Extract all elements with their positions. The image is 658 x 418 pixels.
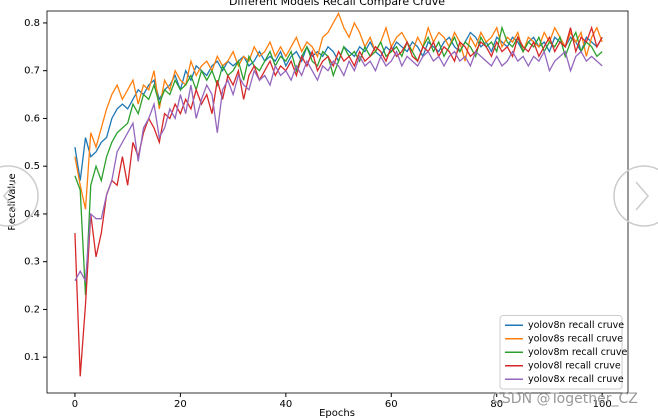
y-tick-label: 0.5	[24, 161, 40, 172]
x-tick-label: 80	[490, 399, 503, 410]
series-line	[74, 49, 603, 284]
y-tick-label: 0.2	[24, 304, 40, 315]
y-tick-label: 0.8	[24, 18, 40, 29]
legend-label: yolov8m recall cruve	[528, 347, 627, 358]
legend-label: yolov8x recall cruve	[528, 374, 624, 385]
x-axis-label: Epochs	[319, 408, 355, 418]
y-tick-label: 0.3	[24, 257, 40, 268]
y-tick-label: 0.4	[24, 209, 40, 220]
y-tick-label: 0.6	[24, 113, 40, 124]
x-tick-label: 20	[174, 399, 187, 410]
prev-button[interactable]	[0, 165, 39, 227]
series-line	[74, 11, 603, 210]
next-chevron	[635, 181, 649, 211]
watermark: CSDN @Together_CZ	[492, 391, 638, 407]
x-tick-label: 40	[279, 399, 292, 410]
chart-title: Different Models Recall Compare Cruve	[229, 0, 445, 8]
y-tick-label: 0.7	[24, 66, 40, 77]
prev-chevron	[3, 181, 17, 211]
legend-box	[499, 315, 623, 390]
series-line	[74, 25, 603, 296]
legend-label: yolov8n recall cruve	[528, 320, 624, 331]
series-line	[74, 25, 603, 377]
y-tick-label: 0.1	[24, 352, 40, 363]
plot-area: 0 20 40 60 80 100 0.1 0.2 0.3 0.4 0.5 0.6 0.7 0.8 yolo…	[24, 11, 627, 410]
legend-label: yolov8l recall cruve	[528, 360, 621, 371]
x-tick-label: 100	[593, 399, 612, 410]
x-tick-label: 60	[385, 399, 398, 410]
y-axis-label: RecallValue	[7, 173, 18, 230]
x-tick-label: 0	[72, 399, 78, 410]
prev-circle[interactable]	[0, 165, 39, 227]
next-circle[interactable]	[613, 165, 658, 227]
plot-frame	[46, 10, 629, 394]
next-button[interactable]	[613, 165, 658, 227]
legend-label: yolov8s recall cruve	[528, 333, 623, 344]
